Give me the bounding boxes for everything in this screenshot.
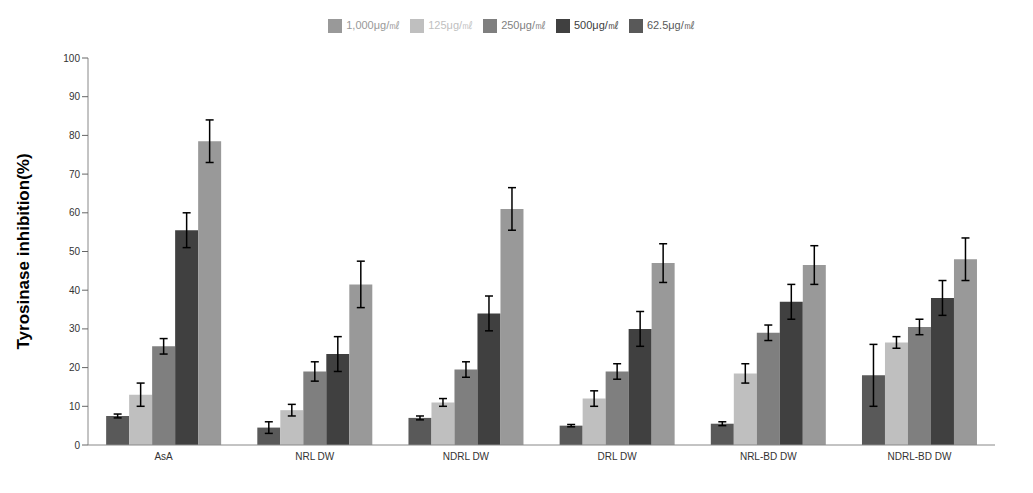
svg-text:10: 10 xyxy=(69,401,81,412)
svg-text:60: 60 xyxy=(69,207,81,218)
svg-text:NDRL-BD DW: NDRL-BD DW xyxy=(887,451,951,462)
svg-text:0: 0 xyxy=(74,440,80,451)
html-text:500μg/㎖: 500μg/㎖ xyxy=(574,19,619,31)
svg-text:50: 50 xyxy=(69,246,81,257)
html-text:1,000μg/㎖: 1,000μg/㎖ xyxy=(346,19,401,31)
svg-text:70: 70 xyxy=(69,169,81,180)
svg-text:100: 100 xyxy=(63,53,80,64)
svg-text:20: 20 xyxy=(69,362,81,373)
html-text:250μg/㎖: 250μg/㎖ xyxy=(501,19,546,31)
svg-text:Tyrosinase inhibition(%): Tyrosinase inhibition(%) xyxy=(14,153,33,349)
html-text:62.5μg/㎖: 62.5μg/㎖ xyxy=(646,19,695,31)
svg-text:90: 90 xyxy=(69,91,81,102)
svg-text:30: 30 xyxy=(69,323,81,334)
svg-text:NRL DW: NRL DW xyxy=(295,451,335,462)
svg-text:NRL-BD DW: NRL-BD DW xyxy=(740,451,797,462)
html-text:125μg/㎖: 125μg/㎖ xyxy=(428,19,474,31)
svg-text:40: 40 xyxy=(69,285,81,296)
svg-text:DRL DW: DRL DW xyxy=(598,451,638,462)
svg-text:NDRL DW: NDRL DW xyxy=(443,451,490,462)
svg-text:80: 80 xyxy=(69,130,81,141)
svg-text:AsA: AsA xyxy=(154,451,173,462)
